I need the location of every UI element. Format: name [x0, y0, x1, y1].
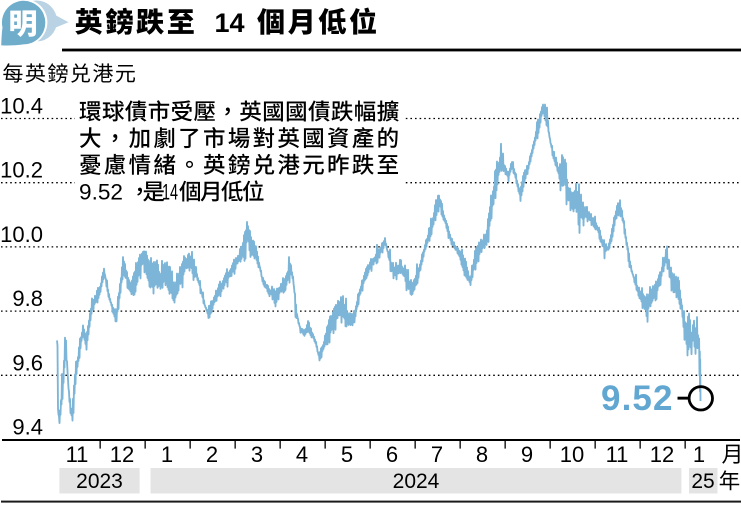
svg-text:2024: 2024 — [393, 470, 440, 493]
svg-text:2023: 2023 — [76, 470, 123, 493]
svg-text:14: 14 — [162, 180, 178, 205]
svg-text:9.4: 9.4 — [12, 415, 43, 440]
svg-text:10.2: 10.2 — [0, 158, 43, 183]
svg-text:9.8: 9.8 — [12, 286, 43, 311]
svg-text:12: 12 — [110, 442, 134, 467]
svg-text:11: 11 — [606, 442, 629, 467]
svg-text:11: 11 — [66, 442, 89, 467]
svg-text:7: 7 — [431, 442, 443, 467]
svg-text:5: 5 — [341, 442, 353, 467]
svg-text:9.52: 9.52 — [601, 379, 674, 418]
svg-text:1: 1 — [693, 442, 705, 467]
svg-text:12: 12 — [650, 442, 674, 467]
svg-text:8: 8 — [476, 442, 488, 467]
svg-text:10.0: 10.0 — [0, 222, 43, 247]
svg-text:10.4: 10.4 — [0, 94, 43, 119]
svg-text:9.6: 9.6 — [12, 350, 43, 375]
svg-text:4: 4 — [296, 442, 308, 467]
svg-text:1: 1 — [161, 442, 173, 467]
svg-text:6: 6 — [386, 442, 398, 467]
svg-text:10: 10 — [560, 442, 584, 467]
svg-text:25: 25 — [691, 470, 714, 493]
svg-text:14: 14 — [215, 8, 245, 38]
svg-text:9: 9 — [521, 442, 533, 467]
svg-text:3: 3 — [251, 442, 263, 467]
svg-text:2: 2 — [206, 442, 218, 467]
svg-text:9.52: 9.52 — [79, 180, 123, 205]
